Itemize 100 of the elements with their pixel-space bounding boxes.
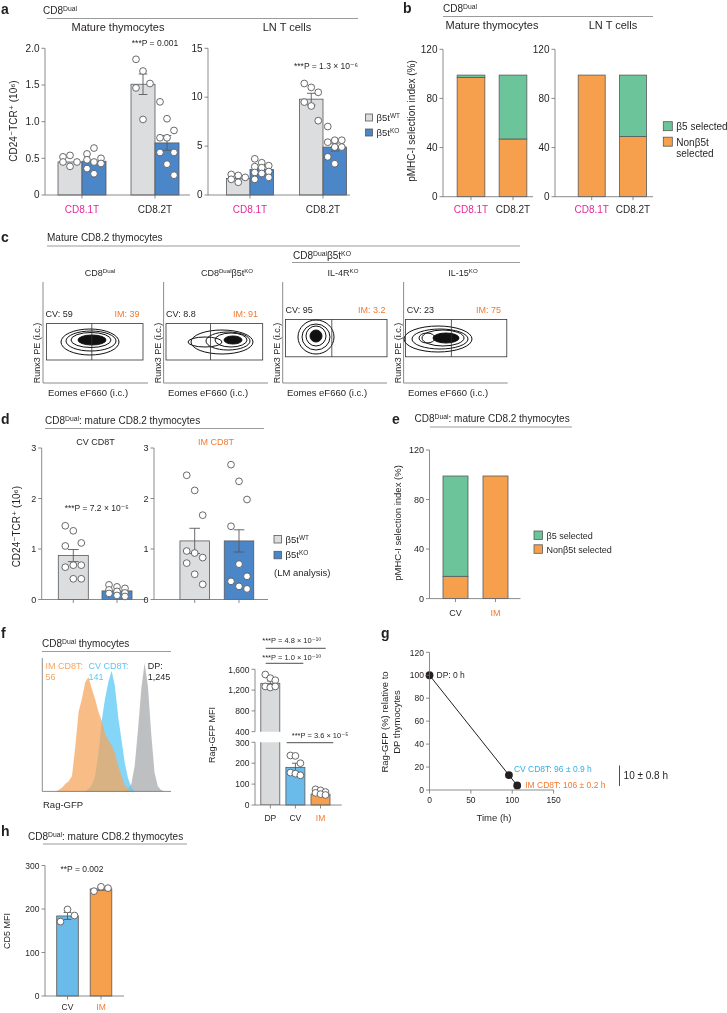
legend-label: Nonβ5t selected	[546, 544, 612, 555]
y-tick-label: 80	[426, 92, 438, 104]
annotation: ***P = 7.2 × 10⁻⁵	[64, 503, 129, 513]
x-tick-label: CV	[61, 1002, 74, 1012]
x-axis-title: Time (h)	[476, 812, 512, 823]
y-tick-label: 120	[420, 43, 438, 55]
y-tick-label: 60	[414, 716, 425, 727]
y-tick-label: 1.5	[25, 79, 40, 91]
legend-label: β5t$^{KO}$	[376, 126, 400, 138]
x-tick-label: CD8.1T	[64, 204, 100, 215]
chart-title: Mature thymocytes	[71, 21, 165, 33]
x-tick-label: 50	[466, 795, 476, 805]
text: e	[392, 411, 400, 427]
y-tick-label: 5	[196, 140, 203, 152]
y-tick-label: 80	[414, 693, 425, 704]
chart-title: LN T cells	[588, 19, 638, 31]
x-axis-title: Rag-GFP	[43, 798, 84, 810]
x-tick-label: CD8.2T	[615, 204, 651, 215]
y-tick-label: 0	[418, 593, 424, 604]
text: CV: 95	[285, 305, 313, 315]
text: CD8$^{Dual}$: mature CD8.2 thymocytes	[45, 414, 201, 426]
text: CD8$^{Dual}$β5t$^{KO}$	[200, 266, 254, 278]
chart-title: LN T cells	[262, 21, 312, 33]
text: CV: 23	[406, 305, 434, 315]
legend-label: β5t$^{WT}$	[285, 533, 309, 545]
text: g	[381, 625, 390, 641]
x-tick-label: IM	[96, 1002, 106, 1012]
y-tick-label: 0	[33, 189, 40, 201]
y-axis-title: pMHC-I selection index (%)	[406, 60, 417, 182]
annotation: IM CD8T: 106 ± 0.2 h	[525, 780, 606, 791]
y-axis-title: CD24⁻TCR⁺ (10⁶)	[11, 486, 22, 568]
y-axis-title: Rag-GFP (%) relative to DP thymocytes	[379, 671, 402, 773]
y-tick-label: 120	[409, 647, 425, 658]
y-tick-label: 0	[196, 189, 203, 201]
y-tick-label: 20	[414, 762, 425, 773]
x-tick-label: CV	[289, 813, 302, 823]
series-label: DP: 1,245	[147, 660, 171, 682]
text: Eomes eF660 (i.c.)	[286, 386, 368, 398]
x-tick-label: IM	[490, 608, 501, 618]
text: IM: 39	[114, 308, 140, 319]
annotation: DP: 0 h	[436, 670, 466, 681]
text: Runx3 PE (i.c.)	[32, 322, 42, 384]
annotation: CV CD8T: 96 ± 0.9 h	[513, 763, 593, 774]
text: IM: 3.2	[357, 305, 386, 315]
y-tick-label: 2	[143, 493, 149, 504]
text: IL-4R$^{KO}$	[327, 266, 359, 278]
y-tick-label: 0	[31, 594, 37, 605]
x-tick-label: CV	[449, 608, 462, 618]
text: CD8$^{Dual}$	[43, 4, 78, 16]
y-tick-label: 1,600	[228, 664, 250, 675]
legend-label: β5 selected	[546, 531, 593, 541]
y-tick-label: 0	[431, 190, 438, 202]
text: CD8$^{Dual}$β5t$^{KO}$	[293, 249, 351, 261]
y-tick-label: 200	[25, 904, 40, 915]
y-tick-label: 40	[413, 544, 424, 555]
y-tick-label: 40	[414, 739, 425, 750]
y-tick-label: 2	[31, 493, 37, 504]
chart-title: IM CD8T	[198, 437, 235, 447]
text: Eomes eF660 (i.c.)	[407, 386, 489, 398]
y-tick-label: 2.0	[25, 42, 40, 54]
text: IM: 91	[232, 308, 258, 319]
x-tick-label: CD8.2T	[305, 204, 341, 215]
y-tick-label: 40	[426, 141, 438, 153]
series-label: IM CD8T: 56	[45, 660, 84, 682]
y-tick-label: 120	[408, 445, 424, 456]
text: Runx3 PE (i.c.)	[152, 322, 163, 384]
y-tick-label: 0	[419, 785, 425, 796]
text: CD8$^{Dual}$	[443, 2, 478, 14]
y-tick-label: 120	[532, 43, 550, 55]
y-tick-label: 200	[235, 758, 250, 769]
x-tick-label: IM	[315, 813, 326, 823]
text: Eomes eF660 (i.c.)	[47, 386, 129, 398]
text: CD8$^{Dual}$	[84, 266, 116, 278]
text: c	[1, 229, 9, 245]
x-tick-label: 100	[505, 795, 520, 805]
y-tick-label: 1,200	[228, 685, 250, 696]
text: CD8$^{Dual}$: mature CD8.2 thymocytes	[414, 412, 570, 424]
chart-title: CV CD8T	[76, 437, 116, 447]
y-tick-label: 0	[34, 991, 40, 1002]
y-tick-label: 0.5	[25, 152, 40, 164]
text: Eomes eF660 (i.c.)	[167, 386, 249, 398]
text: (LM analysis)	[274, 566, 331, 578]
x-tick-label: CD8.2T	[495, 204, 531, 215]
chart-title: CD8$^{Dual}$ thymocytes	[42, 637, 130, 649]
y-tick-label: 300	[25, 860, 40, 871]
x-tick-label: 150	[546, 795, 561, 805]
annotation: **P = 0.002	[60, 864, 104, 874]
text: d	[1, 411, 10, 427]
legend-label: Nonβ5t selected	[676, 136, 714, 159]
y-tick-label: 100	[25, 947, 40, 958]
y-tick-label: 3	[31, 443, 37, 454]
y-tick-label: 100	[409, 670, 425, 681]
y-axis-title: pMHC-I selection index (%)	[392, 465, 403, 581]
legend-label: β5t$^{WT}$	[376, 111, 400, 123]
text: IM: 75	[475, 305, 501, 315]
y-tick-label: 80	[538, 92, 550, 104]
y-tick-label: 40	[538, 141, 550, 153]
y-tick-label: 1	[31, 544, 37, 555]
text: Runx3 PE (i.c.)	[392, 322, 403, 384]
y-tick-label: 1.0	[25, 115, 40, 127]
